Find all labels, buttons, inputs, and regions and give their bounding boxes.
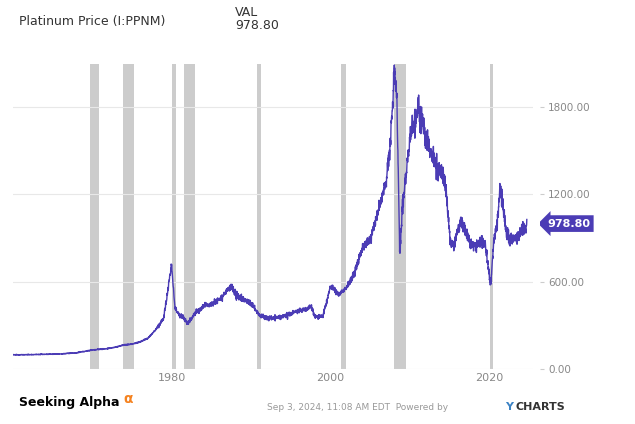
- Text: Y: Y: [505, 402, 513, 412]
- Text: α: α: [124, 392, 133, 406]
- Text: Seeking Alpha: Seeking Alpha: [19, 396, 119, 409]
- Bar: [184, 64, 195, 369]
- Text: CHARTS: CHARTS: [516, 402, 565, 412]
- Text: 978.80: 978.80: [547, 219, 591, 229]
- Text: Sep 3, 2024, 11:08 AM EDT  Powered by: Sep 3, 2024, 11:08 AM EDT Powered by: [267, 403, 451, 412]
- Bar: [171, 64, 176, 369]
- Bar: [123, 64, 134, 369]
- Bar: [90, 64, 99, 369]
- Bar: [340, 64, 346, 369]
- Bar: [394, 64, 406, 369]
- Text: Platinum Price (I:PPNM): Platinum Price (I:PPNM): [19, 15, 166, 28]
- Bar: [490, 64, 493, 369]
- Text: VAL: VAL: [235, 6, 258, 20]
- Bar: [257, 64, 261, 369]
- Text: 978.80: 978.80: [235, 19, 279, 32]
